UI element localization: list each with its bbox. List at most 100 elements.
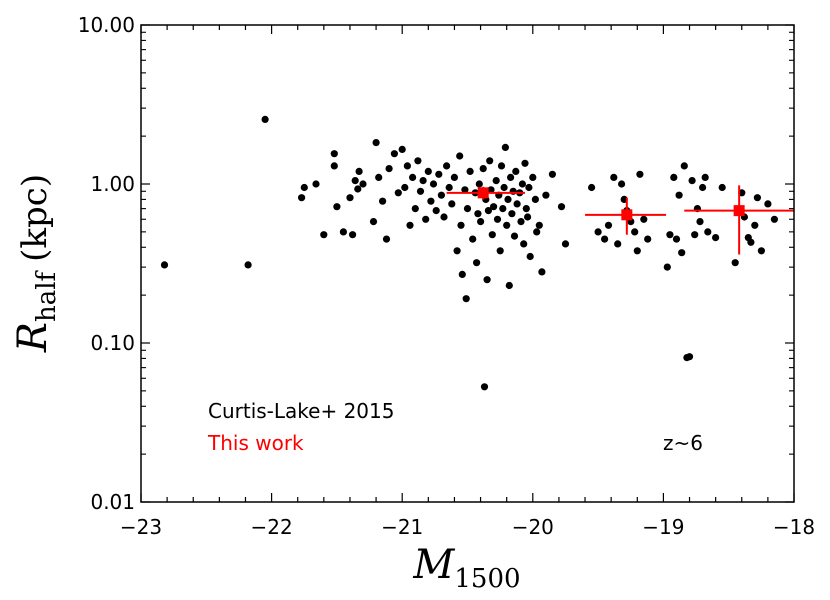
curtis-lake-point xyxy=(614,240,622,248)
curtis-lake-point xyxy=(753,194,762,202)
curtis-lake-point xyxy=(557,203,566,211)
curtis-lake-point xyxy=(492,177,500,185)
x-tick-label: −18 xyxy=(773,515,815,539)
curtis-lake-point xyxy=(493,215,502,223)
curtis-lake-point xyxy=(479,165,487,173)
curtis-lake-point xyxy=(435,170,443,178)
y-axis-title-unit: (kpc) xyxy=(15,174,55,262)
curtis-lake-point xyxy=(731,259,739,267)
curtis-lake-point xyxy=(385,165,393,173)
curtis-lake-point xyxy=(466,167,474,175)
curtis-lake-point xyxy=(688,177,696,185)
curtis-lake-point xyxy=(445,183,453,192)
curtis-lake-point xyxy=(588,183,596,192)
curtis-lake-point xyxy=(701,173,709,181)
curtis-lake-point xyxy=(382,235,391,243)
curtis-lake-point xyxy=(644,235,652,243)
curtis-lake-point xyxy=(488,231,496,239)
curtis-lake-point xyxy=(521,159,529,167)
curtis-lake-point xyxy=(747,238,755,246)
curtis-lake-point xyxy=(640,215,648,223)
curtis-lake-point xyxy=(473,259,481,267)
curtis-lake-point xyxy=(458,270,466,278)
curtis-lake-point xyxy=(680,162,688,170)
curtis-lake-point xyxy=(320,231,328,239)
curtis-lake-point xyxy=(504,195,512,203)
x-tick-label: −22 xyxy=(250,515,292,539)
curtis-lake-point xyxy=(678,249,686,257)
curtis-lake-point xyxy=(670,173,678,181)
curtis-lake-point xyxy=(333,203,341,211)
y-tick-label: 10.00 xyxy=(78,13,135,37)
this-work-point xyxy=(733,205,745,217)
x-axis-title: M1500 xyxy=(412,542,520,594)
curtis-lake-point xyxy=(394,189,402,197)
curtis-lake-point xyxy=(355,167,363,175)
curtis-lake-point xyxy=(696,218,704,226)
curtis-lake-point xyxy=(508,210,516,218)
curtis-lake-point xyxy=(411,205,419,213)
curtis-lake-point xyxy=(261,115,269,123)
curtis-lake-point xyxy=(474,210,482,218)
curtis-lake-point xyxy=(497,162,506,170)
curtis-lake-point xyxy=(712,234,720,242)
y-tick-label: 0.01 xyxy=(90,490,135,514)
curtis-lake-point xyxy=(518,180,527,188)
curtis-lake-point xyxy=(424,167,432,175)
curtis-lake-point xyxy=(751,221,759,229)
curtis-lake-point xyxy=(704,228,712,236)
curtis-lake-point xyxy=(770,215,779,223)
curtis-lake-point xyxy=(443,162,451,170)
curtis-lake-point xyxy=(369,218,378,226)
curtis-lake-point xyxy=(718,183,726,192)
curtis-lake-point xyxy=(507,173,515,181)
curtis-lake-point xyxy=(349,231,357,239)
curtis-lake-point xyxy=(484,207,492,215)
curtis-lake-point xyxy=(672,235,681,243)
curtis-lake-point xyxy=(160,261,169,269)
curtis-lake-point xyxy=(522,205,530,213)
curtis-lake-point xyxy=(517,218,525,226)
curtis-lake-point xyxy=(448,200,456,208)
curtis-lake-point xyxy=(429,180,438,188)
ticks-layer: −23 −22 −21 −20 −19 −18 0.01 0.10 1.00 10.00 xyxy=(78,13,815,539)
curtis-lake-point xyxy=(538,268,546,276)
curtis-lake-point xyxy=(422,215,430,223)
legend-curtis-lake: Curtis-Lake+ 2015 xyxy=(208,399,394,423)
this-work-point xyxy=(621,209,633,221)
curtis-lake-point xyxy=(594,228,602,236)
curtis-lake-point xyxy=(416,187,425,195)
curtis-lake-point xyxy=(610,173,618,181)
y-axis-title-sub: half xyxy=(32,269,62,322)
curtis-lake-point xyxy=(529,173,537,181)
curtis-lake-point xyxy=(757,247,766,255)
curtis-lake-point xyxy=(525,183,533,192)
y-tick-label: 0.10 xyxy=(90,331,135,355)
curtis-lake-point xyxy=(496,247,504,255)
curtis-lake-point xyxy=(520,240,528,248)
curtis-lake-point xyxy=(432,207,440,215)
curtis-lake-point xyxy=(330,150,338,158)
curtis-lake-point xyxy=(548,170,557,178)
x-axis-title-main: M xyxy=(412,542,455,588)
curtis-lake-point xyxy=(409,173,417,181)
redshift-annotation: z~6 xyxy=(663,431,703,455)
curtis-lake-point xyxy=(440,213,448,221)
curtis-lake-point xyxy=(414,157,422,165)
curtis-lake-point xyxy=(372,139,380,147)
x-tick-label: −20 xyxy=(512,515,554,539)
curtis-lake-point xyxy=(375,173,383,181)
curtis-lake-point xyxy=(618,180,626,188)
curtis-lake-point xyxy=(490,203,498,211)
curtis-lake-point xyxy=(475,180,483,188)
curtis-lake-point xyxy=(764,200,772,208)
curtis-lake-point xyxy=(691,231,699,239)
curtis-lake-point xyxy=(531,195,540,203)
x-tick-label: −23 xyxy=(120,515,162,539)
y-tick-label: 1.00 xyxy=(90,172,135,196)
curtis-lake-point xyxy=(437,191,445,199)
curtis-lake-point xyxy=(501,143,509,151)
curtis-lake-point xyxy=(419,177,427,185)
curtis-lake-point xyxy=(663,263,671,271)
curtis-lake-point xyxy=(339,228,347,236)
